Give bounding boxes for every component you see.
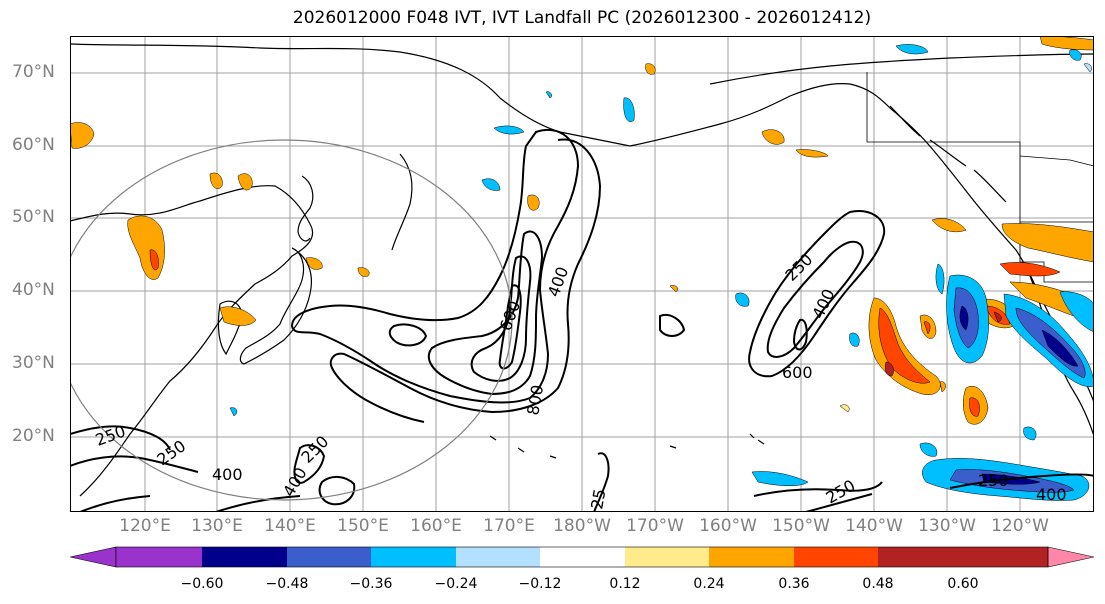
colorbar-segment xyxy=(794,547,878,567)
colorbar-segment xyxy=(709,547,794,567)
contour-label: 400 xyxy=(212,465,243,484)
colorbar-segment xyxy=(116,547,202,567)
colorbar-tick: 0.60 xyxy=(947,576,979,592)
lat-label: 60°N xyxy=(12,135,55,155)
contour-label: 400 xyxy=(279,464,311,500)
colorbar-outline xyxy=(115,546,1049,568)
colorbar-tick: 0.12 xyxy=(609,576,641,592)
lat-label: 40°N xyxy=(12,280,55,300)
negative-pc-shading xyxy=(229,44,1094,501)
colorbar-segment xyxy=(202,547,287,567)
lon-label: 160°E xyxy=(410,516,462,536)
lat-label: 50°N xyxy=(12,207,55,227)
lon-label: 130°E xyxy=(191,516,243,536)
contour-label: 600 xyxy=(496,298,524,333)
colorbar-segment xyxy=(540,547,625,567)
lon-label: 150°W xyxy=(772,516,830,536)
colorbar-tick: −0.36 xyxy=(349,576,393,592)
colorbar-segment xyxy=(456,547,540,567)
contour-label: 800 xyxy=(523,383,547,416)
colorbar-extend-high xyxy=(1047,546,1094,568)
colorbar-segment xyxy=(963,547,1048,567)
colorbar-tick: 0.24 xyxy=(693,576,725,592)
lon-label: 140°W xyxy=(845,516,903,536)
lon-label: 170°W xyxy=(626,516,684,536)
ivt-contours xyxy=(70,129,1094,512)
lon-label: 120°E xyxy=(119,516,171,536)
lon-label: 150°E xyxy=(337,516,389,536)
lon-label: 130°W xyxy=(918,516,976,536)
contour-label: 25 xyxy=(587,487,609,510)
colorbar-tick: −0.24 xyxy=(434,576,478,592)
lon-label: 170°E xyxy=(483,516,535,536)
colorbar-segment xyxy=(287,547,371,567)
colorbar xyxy=(70,546,1094,568)
colorbar-segment xyxy=(371,547,456,567)
colorbar-segments xyxy=(70,546,1094,568)
colorbar-tick: −0.12 xyxy=(518,576,562,592)
colorbar-tick: −0.48 xyxy=(265,576,309,592)
borders xyxy=(866,72,1094,283)
lon-label: 120°W xyxy=(991,516,1049,536)
colorbar-tick: 0.48 xyxy=(862,576,894,592)
map-panel: 250 250 400 400 250 600 400 800 250 400 … xyxy=(70,36,1094,512)
gridlines xyxy=(70,36,1094,512)
lat-label: 30°N xyxy=(12,353,55,373)
contour-label: 400 xyxy=(544,264,572,299)
contour-label: 400 xyxy=(1036,485,1067,504)
contour-label: 250 xyxy=(153,436,189,469)
lat-label: 20°N xyxy=(12,426,55,446)
colorbar-extend-low xyxy=(70,546,117,568)
map-title: 2026012000 F048 IVT, IVT Landfall PC (20… xyxy=(292,8,872,28)
lon-label: 140°E xyxy=(264,516,316,536)
lon-label: 180°W xyxy=(553,516,611,536)
lon-label: 160°W xyxy=(699,516,757,536)
great-circle-outline xyxy=(70,139,513,501)
contour-label: 250 xyxy=(781,250,816,285)
colorbar-tick: −0.60 xyxy=(180,576,224,592)
contour-label: 250 xyxy=(978,471,1009,490)
colorbar-segment xyxy=(878,547,963,567)
colorbar-tick: 0.36 xyxy=(778,576,810,592)
lat-label: 70°N xyxy=(12,62,55,82)
contour-label: 600 xyxy=(782,363,813,382)
colorbar-segment xyxy=(625,547,709,567)
